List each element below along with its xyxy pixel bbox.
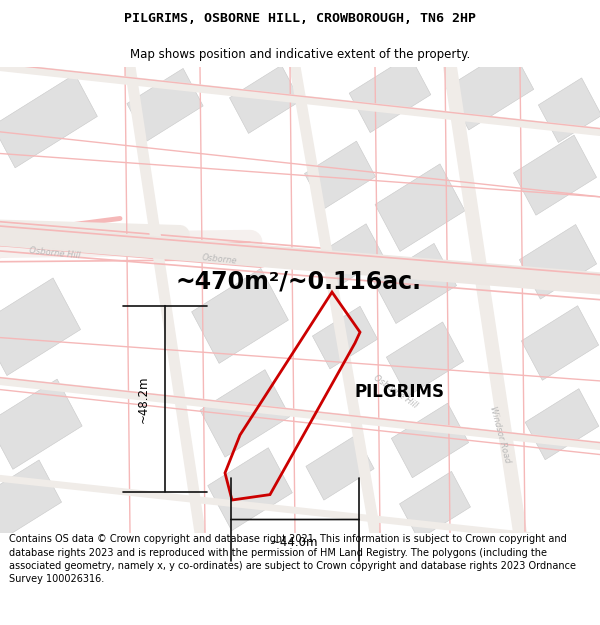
Text: Osborne: Osborne: [202, 253, 238, 266]
Text: ~48.2m: ~48.2m: [137, 375, 149, 423]
Polygon shape: [375, 164, 465, 251]
Polygon shape: [525, 389, 599, 460]
Text: Windsor Road: Windsor Road: [488, 406, 512, 464]
Polygon shape: [230, 65, 301, 133]
Text: Osborne Hill: Osborne Hill: [29, 246, 81, 260]
Polygon shape: [305, 141, 376, 209]
Polygon shape: [313, 306, 377, 369]
Polygon shape: [0, 278, 80, 376]
Polygon shape: [127, 68, 203, 141]
Polygon shape: [349, 55, 431, 132]
Polygon shape: [386, 322, 464, 396]
Polygon shape: [400, 471, 470, 539]
Text: ~44.0m: ~44.0m: [271, 536, 319, 549]
Polygon shape: [391, 403, 469, 478]
Text: PILGRIMS: PILGRIMS: [355, 382, 445, 401]
Polygon shape: [521, 306, 599, 380]
Text: Contains OS data © Crown copyright and database right 2021. This information is : Contains OS data © Crown copyright and d…: [9, 534, 576, 584]
Text: Map shows position and indicative extent of the property.: Map shows position and indicative extent…: [130, 48, 470, 61]
Polygon shape: [316, 224, 384, 289]
Polygon shape: [0, 74, 97, 168]
Polygon shape: [0, 379, 82, 469]
Text: ~470m²/~0.116ac.: ~470m²/~0.116ac.: [175, 269, 421, 293]
Polygon shape: [306, 435, 374, 500]
Polygon shape: [208, 448, 292, 531]
Text: Osborne Hill: Osborne Hill: [371, 373, 419, 410]
Polygon shape: [520, 224, 596, 299]
Polygon shape: [538, 78, 600, 142]
Polygon shape: [373, 243, 457, 324]
Polygon shape: [200, 369, 290, 457]
Polygon shape: [191, 269, 289, 363]
Polygon shape: [446, 47, 534, 130]
Polygon shape: [0, 460, 62, 540]
Text: PILGRIMS, OSBORNE HILL, CROWBOROUGH, TN6 2HP: PILGRIMS, OSBORNE HILL, CROWBOROUGH, TN6…: [124, 11, 476, 24]
Polygon shape: [514, 135, 596, 215]
